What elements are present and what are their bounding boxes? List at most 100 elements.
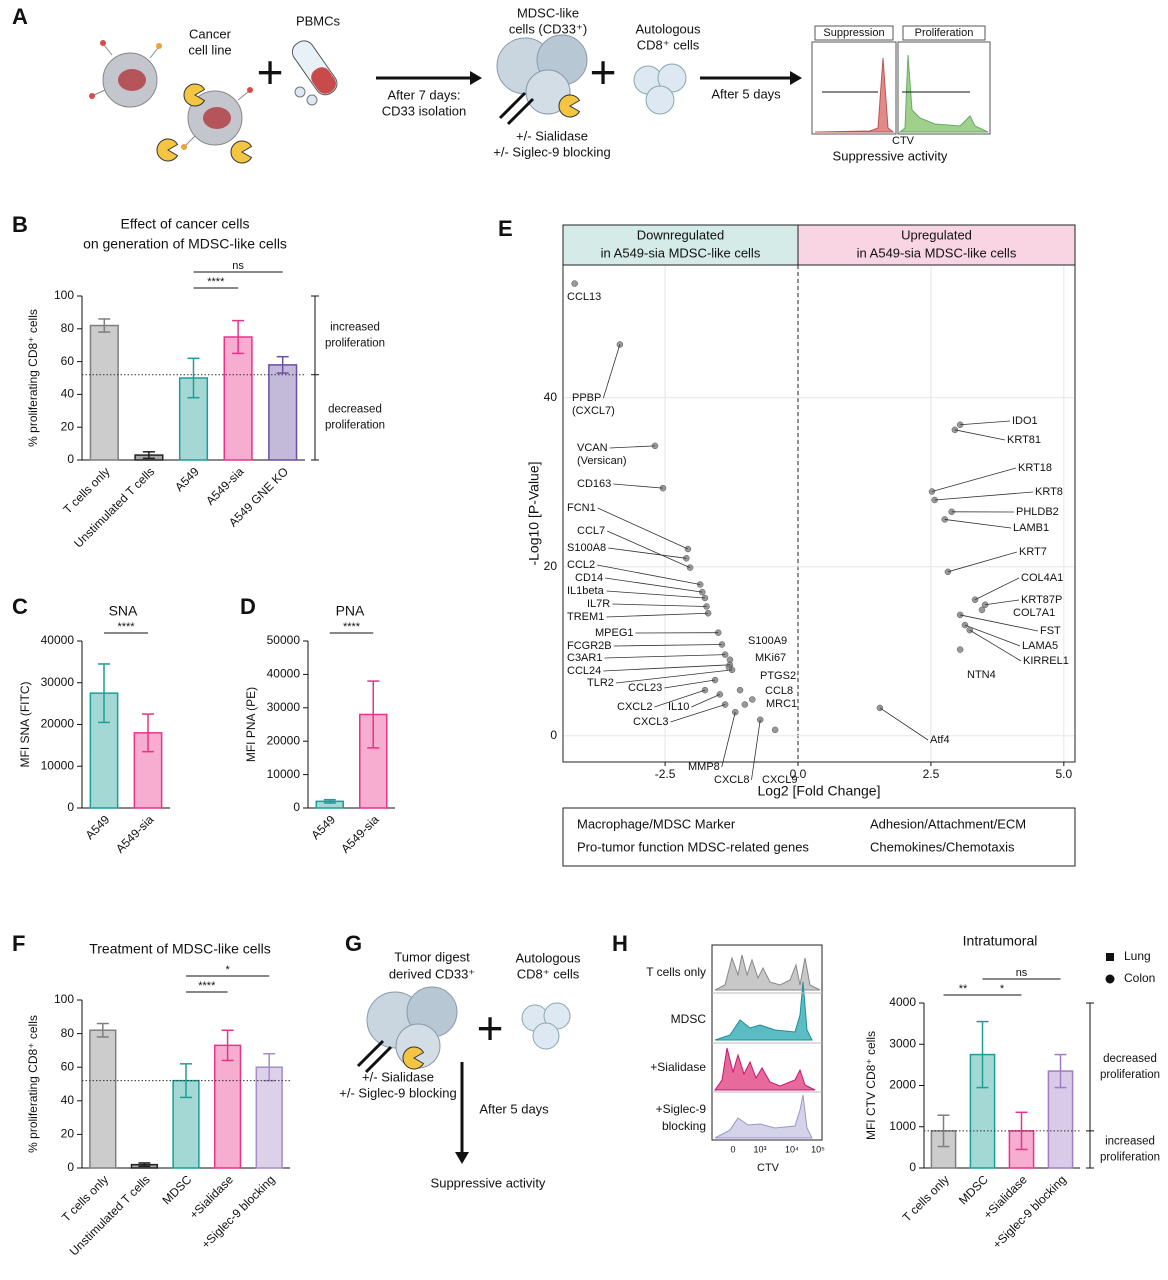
- gene-label: CCL8: [765, 685, 793, 697]
- glycan: [181, 144, 187, 150]
- tick-label: 10³: [753, 1144, 766, 1154]
- label: MDSC-like: [517, 5, 579, 20]
- label: +/- Siglec-9 blocking: [339, 1085, 456, 1100]
- y-tick-label: 40: [61, 1093, 75, 1107]
- significance-label: ns: [1016, 967, 1028, 979]
- significance-label: ****: [198, 980, 216, 992]
- gene-label: CXCL8: [714, 774, 749, 786]
- legend-label: Pro-tumor function MDSC-related genes: [577, 839, 809, 854]
- x-tick-label: T cells only: [900, 1172, 952, 1224]
- leader-line: [964, 624, 1021, 647]
- leader-line: [609, 445, 655, 449]
- panel-letter: B: [12, 212, 28, 237]
- chart-title: PNA: [336, 603, 365, 619]
- bar: [89, 324, 119, 461]
- glycan: [237, 91, 249, 101]
- y-tick-label: 3000: [889, 1036, 916, 1050]
- sialidase: [230, 140, 253, 164]
- label: After 7 days:: [388, 87, 461, 102]
- label: +/- Sialidase: [362, 1069, 434, 1084]
- label: Cancer: [189, 26, 232, 41]
- label: PBMCs: [296, 13, 341, 28]
- y-tick-label: 10000: [267, 767, 301, 781]
- y-axis-label: MFI SNA (FITC): [18, 682, 32, 768]
- antibody: [356, 1039, 393, 1074]
- leader-line: [934, 491, 1034, 501]
- bar: [213, 1044, 242, 1169]
- x-tick-label: MDSC: [956, 1172, 991, 1207]
- gene-label: MRC1: [766, 698, 797, 710]
- leader-line: [944, 519, 1012, 529]
- y-tick-label: 40000: [41, 633, 75, 647]
- bar: [930, 1130, 957, 1169]
- leader-line: [612, 603, 707, 607]
- label: CD8⁺ cells: [517, 966, 580, 981]
- y-tick-label: 20000: [267, 733, 301, 747]
- gene-label: (Versican): [577, 455, 627, 467]
- row-label: +Sialidase: [650, 1060, 706, 1074]
- gene-label: MKi67: [755, 652, 786, 664]
- significance-label: **: [959, 983, 968, 995]
- y-axis-label: MFI PNA (PE): [244, 687, 258, 762]
- side-label: decreased: [1103, 1053, 1157, 1065]
- y-axis-label: % proliferating CD8⁺ cells: [26, 1015, 40, 1153]
- x-tick-label: 5.0: [1055, 767, 1072, 781]
- bar: [268, 364, 298, 461]
- y-axis-label: -Log10 [P-Value]: [526, 461, 542, 565]
- bar: [255, 1066, 283, 1169]
- y-tick-label: 40000: [267, 667, 301, 681]
- legend-label: Adhesion/Attachment/ECM: [870, 816, 1026, 831]
- leader-line: [597, 564, 701, 585]
- leader-line: [947, 551, 1018, 573]
- gene-label: IL1beta: [567, 585, 605, 597]
- x-tick-label: A549-sia: [338, 812, 382, 856]
- leader-line: [664, 679, 716, 689]
- row-label: +Siglec-9: [656, 1102, 707, 1116]
- significance-label: ****: [343, 621, 361, 633]
- gene-label: KRT8: [1035, 486, 1063, 498]
- glycan: [103, 44, 113, 56]
- x-tick-label: MDSC: [159, 1172, 194, 1207]
- x-tick-label: 2.5: [923, 767, 940, 781]
- histogram-curve: [898, 54, 989, 133]
- gene-label: KRT87P: [1021, 594, 1062, 606]
- gene-label: FST: [1040, 625, 1061, 637]
- leader-line: [597, 507, 689, 550]
- label: Autologous: [635, 21, 701, 36]
- gene-label: CXCL9: [762, 774, 797, 786]
- sialidase: [558, 94, 581, 118]
- gene-label: LAMB1: [1013, 522, 1049, 534]
- arrow-head: [790, 71, 802, 85]
- leader-line: [931, 467, 1017, 492]
- gene-label: IDO1: [1012, 415, 1038, 427]
- x-tick-label: Unstimulated T cells: [71, 464, 157, 550]
- leader-line: [974, 577, 1020, 601]
- x-tick-label: +Siglec-9 blocking: [990, 1172, 1069, 1251]
- leader-line: [615, 669, 733, 684]
- gene-label: MMP8: [688, 761, 720, 773]
- leader-line: [670, 704, 726, 723]
- gene-label: IL7R: [587, 598, 610, 610]
- schematic-g: + Tumor digest derived CD33⁺ Autologous …: [339, 949, 581, 1190]
- leader-line: [654, 689, 706, 708]
- gene-label: COL7A1: [1013, 607, 1055, 619]
- tick-label: 0: [730, 1144, 735, 1154]
- bar: [223, 336, 253, 461]
- header-box: [562, 224, 799, 266]
- gene-label: FCGR2B: [567, 640, 612, 652]
- legend-label: Lung: [1124, 949, 1151, 963]
- label: Suppressive activity: [833, 148, 948, 163]
- point: [741, 701, 749, 708]
- leader-line: [960, 420, 1011, 426]
- axis-label: CTV: [757, 1162, 780, 1174]
- leader-line: [751, 719, 761, 781]
- panel-letter: E: [498, 216, 513, 241]
- y-tick-label: 0: [67, 800, 74, 814]
- label: Suppressive activity: [431, 1175, 546, 1190]
- glycan: [149, 47, 159, 59]
- side-label: decreased: [328, 403, 382, 415]
- gene-label: KRT7: [1019, 546, 1047, 558]
- legend-box: [562, 807, 1076, 867]
- gene-label: S100A8: [567, 542, 606, 554]
